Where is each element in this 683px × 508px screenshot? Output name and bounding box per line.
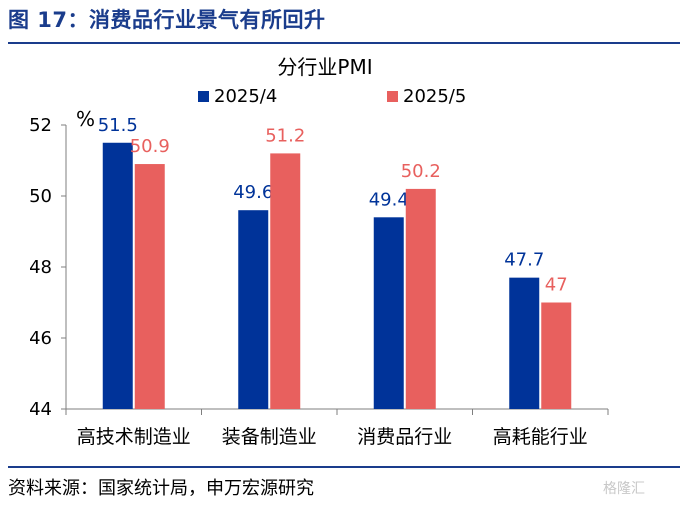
title-divider: [8, 42, 680, 44]
y-axis-unit: %: [76, 107, 95, 131]
bar: [541, 302, 572, 409]
x-tick-label: 装备制造业: [222, 426, 317, 448]
data-label: 51.2: [265, 125, 305, 146]
data-label: 50.9: [130, 136, 170, 157]
bar: [405, 188, 436, 409]
y-tick-label: 46: [29, 328, 52, 349]
y-tick-label: 48: [29, 257, 52, 278]
data-label: 49.6: [233, 182, 273, 203]
bar: [373, 217, 404, 409]
source-divider: [8, 466, 680, 468]
bar: [238, 210, 269, 409]
bar: [270, 153, 301, 409]
data-label: 47.7: [504, 250, 544, 271]
x-tick-label: 消费品行业: [357, 426, 452, 448]
axes: 44 46 48 50 52 高技术制造业 装备制造业 消费品行业 高耗能行业: [29, 115, 609, 448]
bar: [134, 164, 165, 409]
y-tick-label: 52: [29, 115, 52, 136]
y-tick-label: 44: [29, 399, 52, 420]
chart-title: 分行业PMI: [277, 55, 372, 79]
legend-label: 2025/4: [214, 86, 277, 107]
legend-swatch: [198, 91, 209, 102]
bar: [509, 277, 540, 409]
pmi-bar-chart: 分行业PMI 2025/4 2025/5 % 44 46 48 50 52 高技术制造业 装备…: [29, 55, 609, 448]
data-label: 51.5: [98, 115, 138, 136]
y-tick-label: 50: [29, 186, 52, 207]
figure-title: 图 17：消费品行业景气有所回升: [8, 8, 326, 32]
watermark: 格隆汇: [603, 481, 645, 497]
data-label: 50.2: [401, 161, 441, 182]
bar: [102, 142, 133, 409]
legend-swatch: [387, 91, 398, 102]
data-label: 47: [545, 275, 568, 296]
legend: 2025/4 2025/5: [198, 86, 466, 107]
x-tick-label: 高技术制造业: [77, 426, 191, 448]
legend-label: 2025/5: [403, 86, 466, 107]
source-note: 资料来源：国家统计局，申万宏源研究: [8, 478, 314, 499]
x-tick-label: 高耗能行业: [493, 426, 588, 448]
bars: 51.5 49.6 49.4 47.7 50.9 51.2 50.2 47: [98, 115, 572, 409]
data-label: 49.4: [369, 189, 409, 210]
